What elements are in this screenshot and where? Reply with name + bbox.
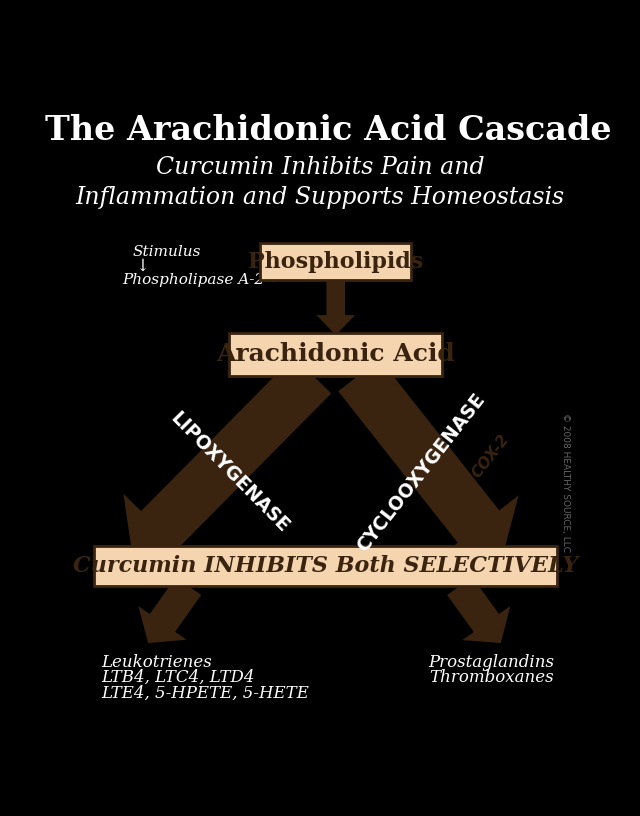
Text: Curcumin INHIBITS Both SELECTIVELY: Curcumin INHIBITS Both SELECTIVELY (73, 555, 579, 577)
Text: LTE4, 5-HPETE, 5-HETE: LTE4, 5-HPETE, 5-HETE (102, 685, 310, 702)
Text: LTB4, LTC4, LTD4: LTB4, LTC4, LTD4 (102, 669, 255, 686)
Text: CYCLOOXYGENASE: CYCLOOXYGENASE (353, 390, 489, 556)
Text: Arachidonic Acid: Arachidonic Acid (216, 343, 455, 366)
Polygon shape (124, 357, 332, 565)
Text: Leukotrienes: Leukotrienes (102, 654, 212, 671)
FancyBboxPatch shape (94, 546, 557, 586)
Polygon shape (316, 281, 355, 335)
Text: Phospholipase A-2→: Phospholipase A-2→ (123, 273, 278, 286)
Text: Thromboxanes: Thromboxanes (429, 669, 554, 686)
FancyBboxPatch shape (260, 243, 412, 281)
Polygon shape (339, 359, 519, 558)
Text: © 2008 HEALTHY SOURCE, LLC: © 2008 HEALTHY SOURCE, LLC (561, 414, 570, 552)
Text: Prostaglandins: Prostaglandins (428, 654, 554, 671)
Text: Phospholipids: Phospholipids (248, 251, 424, 273)
Text: COX-2: COX-2 (469, 432, 512, 481)
Text: The Arachidonic Acid Cascade: The Arachidonic Acid Cascade (45, 113, 611, 147)
Text: ↓: ↓ (136, 257, 150, 274)
Text: Stimulus: Stimulus (132, 245, 201, 259)
FancyBboxPatch shape (229, 333, 442, 375)
Text: Curcumin Inhibits Pain and
Inflammation and Supports Homeostasis: Curcumin Inhibits Pain and Inflammation … (76, 156, 565, 209)
Polygon shape (447, 577, 510, 643)
Polygon shape (138, 577, 201, 643)
Text: LIPOXYGENASE: LIPOXYGENASE (166, 409, 292, 537)
